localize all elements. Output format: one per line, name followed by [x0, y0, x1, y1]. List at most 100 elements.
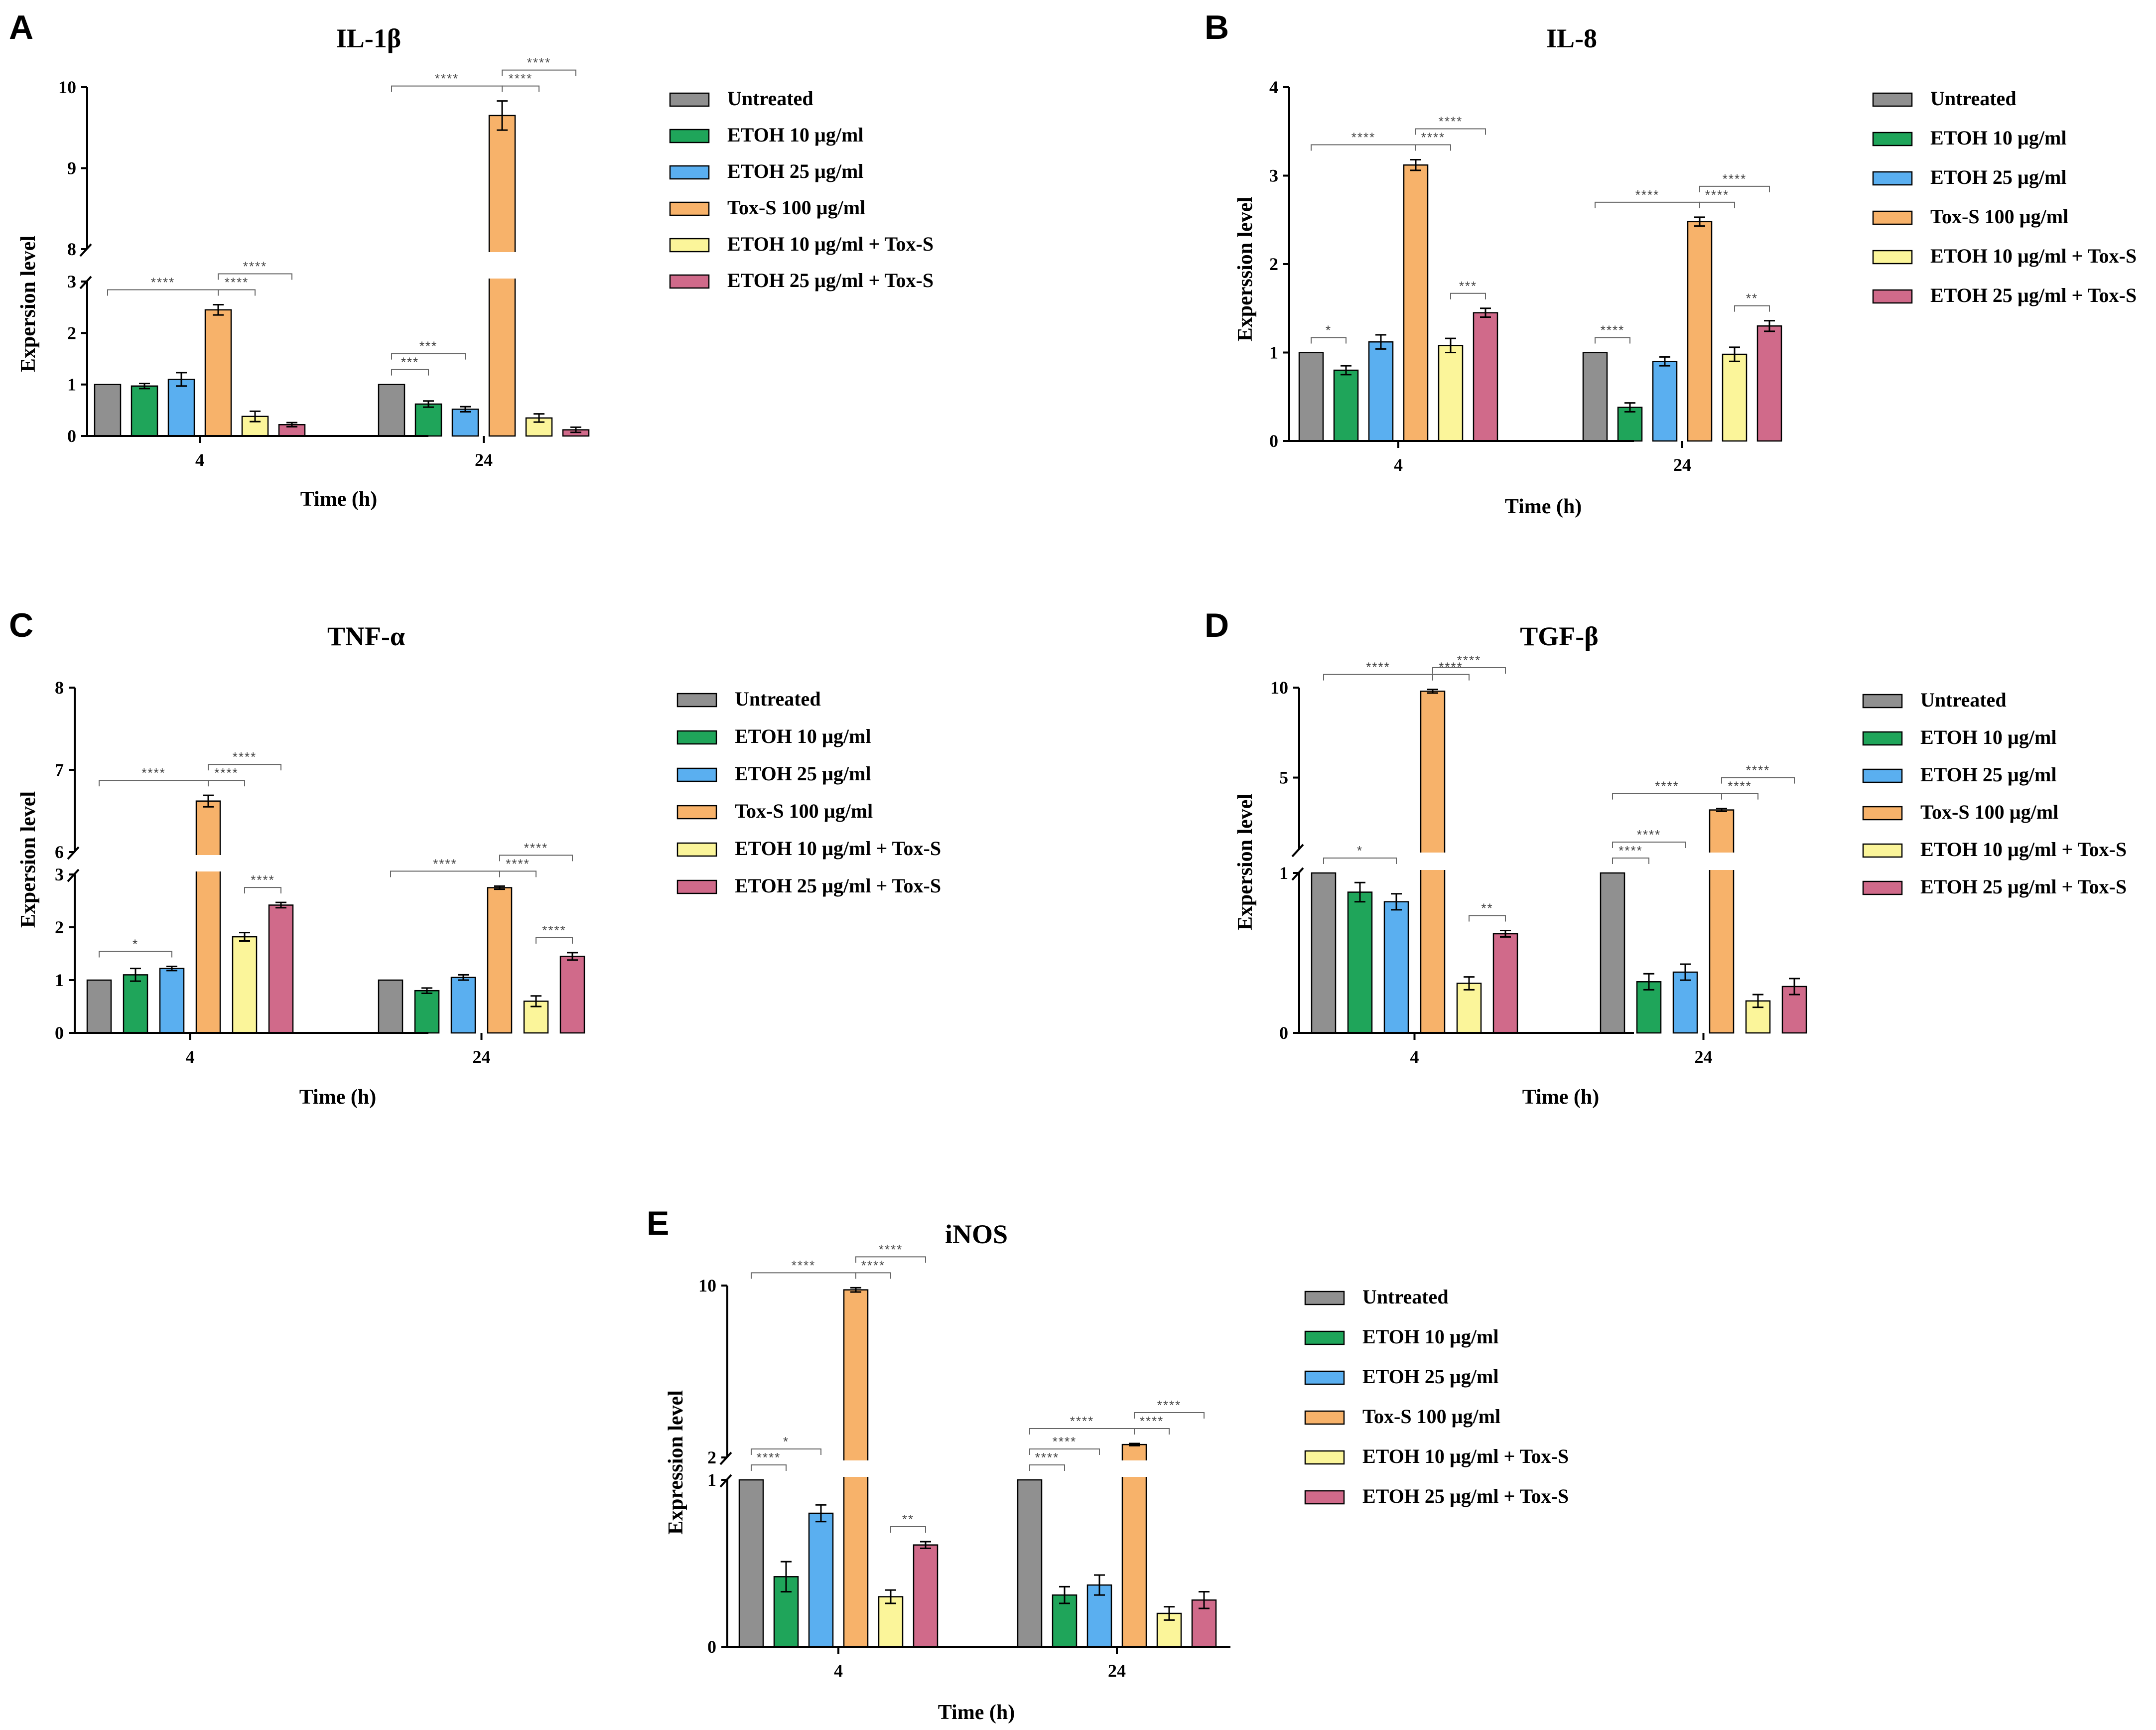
bar [1383, 901, 1409, 1034]
significance-label: *** [419, 339, 437, 354]
bracket-line [536, 937, 573, 944]
significance-label: **** [879, 1242, 903, 1257]
significance-bracket: **** [218, 259, 292, 280]
bracket-line [751, 1272, 856, 1279]
significance-label: ** [902, 1512, 914, 1527]
significance-label: *** [401, 355, 419, 370]
x-axis-title: Time (h) [1505, 495, 1582, 518]
y-axis-title: Experssion level [1234, 197, 1257, 342]
axis-break-gap [1420, 853, 1446, 870]
bracket-line [1415, 128, 1486, 135]
legend-swatch [1872, 250, 1913, 265]
significance-label: **** [1439, 660, 1463, 675]
legend-swatch [676, 879, 717, 894]
chart-title: IL-1β [336, 23, 401, 53]
legend-label: ETOH 10 µg/ml [1362, 1325, 1498, 1348]
bracket-line [502, 85, 539, 92]
bracket-line [1734, 305, 1770, 312]
significance-label: **** [1601, 323, 1624, 338]
y-tick-label: 1 [1269, 343, 1278, 363]
legend-swatch [1304, 1450, 1345, 1465]
significance-bracket: **** [107, 275, 219, 296]
chart-title: TNF-α [327, 621, 405, 651]
axes: 0 1 2 3 4 4 24 [1269, 77, 1691, 475]
legend-label: ETOH 10 µg/ml [1920, 726, 2056, 748]
bracket-line [1134, 1428, 1170, 1435]
bracket-line [502, 69, 576, 76]
bracket-line [1029, 1428, 1135, 1435]
axes: 0 1 5 10 4 24 [1270, 678, 1713, 1067]
significance-bracket: **** [1595, 187, 1700, 208]
significance-label: **** [1637, 827, 1661, 842]
legend-label: ETOH 10 µg/ml + Tox-S [1920, 838, 2127, 861]
significance-label: **** [1618, 843, 1642, 858]
x-tick-label: 24 [475, 450, 493, 470]
legend-label: ETOH 25 µg/ml + Tox-S [1930, 284, 2137, 306]
significance-label: **** [233, 749, 257, 764]
legend-swatch [669, 274, 710, 289]
bracket-line [208, 764, 281, 771]
legend-label: ETOH 25 µg/ml + Tox-S [1362, 1485, 1569, 1507]
significance-bracket: *** [1450, 279, 1486, 299]
bar [1582, 352, 1608, 442]
axes: 0 1 2 3 8 9 10 4 24 [58, 77, 493, 470]
bracket-line [1450, 292, 1486, 299]
significance-label: **** [509, 71, 533, 86]
bar [414, 990, 440, 1034]
bar [86, 979, 112, 1034]
y-tick-label: 8 [67, 239, 76, 259]
legend-swatch [1862, 806, 1903, 821]
bar [1438, 345, 1464, 442]
significance-label: **** [792, 1258, 815, 1273]
legend-swatch [1872, 92, 1913, 107]
bar [167, 379, 195, 437]
legend-swatch [669, 92, 710, 107]
significance-bracket: **** [1721, 779, 1758, 800]
bracket-line [391, 353, 466, 360]
significance-label: * [783, 1434, 789, 1449]
significance-label: **** [251, 872, 274, 887]
y-axis-title: Expersion level [17, 791, 40, 928]
significance-bracket: * [1311, 323, 1347, 344]
legend-swatch [1862, 843, 1903, 858]
legend-swatch [669, 165, 710, 180]
bracket-line [1469, 915, 1506, 922]
y-tick-label: 10 [698, 1276, 716, 1296]
significance-label: *** [1459, 279, 1477, 293]
significance-label: **** [1070, 1414, 1094, 1429]
bracket-line [855, 1272, 891, 1279]
bar [1722, 353, 1748, 442]
legend-label: ETOH 25 µg/ml [1930, 166, 2066, 188]
bracket-line [1432, 667, 1506, 674]
legend: Untreated ETOH 10 µg/ml ETOH 25 µg/ml Tox-S… [1872, 87, 2137, 306]
significance-bracket: ** [1469, 901, 1506, 922]
legend-swatch [1304, 1490, 1345, 1505]
significance-label: **** [243, 259, 267, 274]
significance-bracket: **** [1415, 114, 1486, 135]
panel-letter: B [1205, 8, 1229, 46]
bracket-line [1721, 777, 1795, 784]
legend-swatch [1304, 1330, 1345, 1345]
bar [1636, 981, 1662, 1034]
legend-swatch [1862, 694, 1903, 709]
significance-bracket: **** [1134, 1414, 1170, 1435]
y-tick-label: 10 [58, 77, 76, 97]
axes: 0 1 2 3 6 7 8 4 24 [55, 678, 491, 1067]
significance-label: **** [1746, 763, 1770, 778]
bracket-line [1612, 793, 1722, 800]
significance-label: **** [542, 923, 566, 938]
y-axis-title: Expersion level [17, 236, 40, 372]
bar [94, 384, 122, 437]
legend: Untreated ETOH 10 µg/ml ETOH 25 µg/ml Tox-S… [1862, 689, 2127, 898]
bar [1368, 341, 1394, 442]
bar [195, 800, 221, 1034]
significance-bracket: **** [1029, 1434, 1100, 1455]
significance-label: **** [1635, 187, 1659, 202]
x-tick-label: 24 [1673, 455, 1691, 475]
chart-panel-c: C TNF-α 0 1 2 3 6 7 8 4 24 Time (h) Expersion level *… [9, 606, 941, 1109]
significance-label: **** [1351, 130, 1375, 145]
bar [268, 904, 294, 1034]
bar [1403, 164, 1429, 442]
bar [808, 1512, 834, 1648]
significance-label: **** [141, 765, 165, 780]
